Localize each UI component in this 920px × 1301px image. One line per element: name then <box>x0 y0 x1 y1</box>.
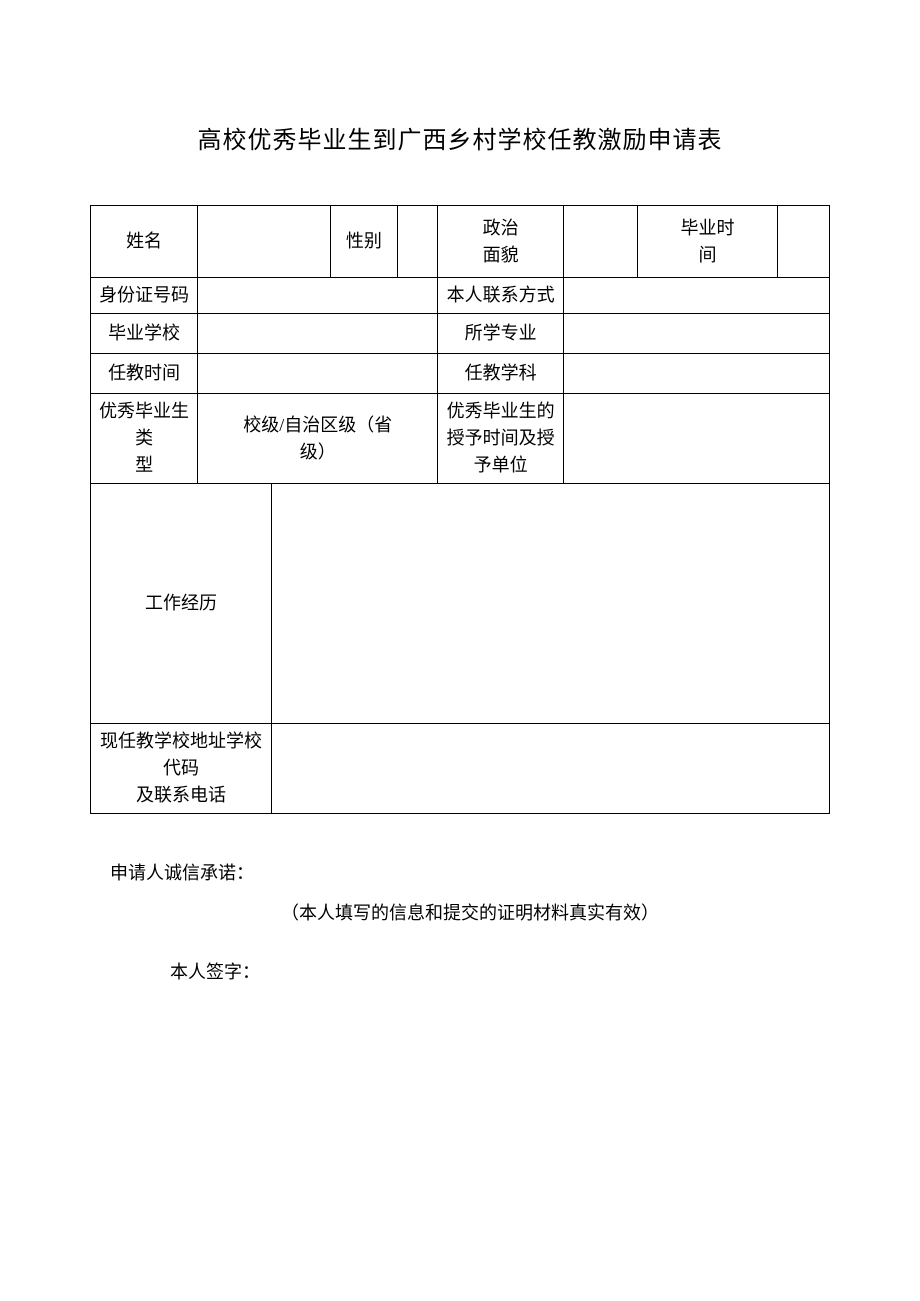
teach-subject-label: 任教学科 <box>438 354 564 394</box>
major-value[interactable] <box>563 314 829 354</box>
political-label: 政治 面貌 <box>438 206 564 278</box>
school-addr-value[interactable] <box>272 724 830 814</box>
signature-label: 本人签字： <box>110 953 830 993</box>
gender-label: 性别 <box>331 206 398 278</box>
contact-label: 本人联系方式 <box>438 278 564 314</box>
teach-time-label: 任教时间 <box>91 354 198 394</box>
political-value[interactable] <box>563 206 637 278</box>
id-value[interactable] <box>198 278 438 314</box>
pledge-body: （本人填写的信息和提交的证明材料真实有效） <box>110 894 830 934</box>
page-title: 高校优秀毕业生到广西乡村学校任教激励申请表 <box>90 120 830 155</box>
gender-value[interactable] <box>397 206 438 278</box>
school-addr-label: 现任教学校地址学校代码 及联系电话 <box>91 724 272 814</box>
grad-time-label: 毕业时 间 <box>637 206 777 278</box>
teach-time-value[interactable] <box>198 354 438 394</box>
work-history-value[interactable] <box>272 484 830 724</box>
grad-school-value[interactable] <box>198 314 438 354</box>
name-label: 姓名 <box>91 206 198 278</box>
award-label: 优秀毕业生的 授予时间及授 予单位 <box>438 394 564 484</box>
award-value[interactable] <box>563 394 829 484</box>
teach-subject-value[interactable] <box>563 354 829 394</box>
grad-time-value[interactable] <box>778 206 830 278</box>
major-label: 所学专业 <box>438 314 564 354</box>
id-label: 身份证号码 <box>91 278 198 314</box>
contact-value[interactable] <box>563 278 829 314</box>
footer-block: 申请人诚信承诺： （本人填写的信息和提交的证明材料真实有效） 本人签字： <box>90 854 830 993</box>
work-history-label: 工作经历 <box>91 484 272 724</box>
grad-type-label: 优秀毕业生类 型 <box>91 394 198 484</box>
grad-school-label: 毕业学校 <box>91 314 198 354</box>
name-value[interactable] <box>198 206 331 278</box>
grad-type-value[interactable]: 校级/自治区级（省 级） <box>198 394 438 484</box>
pledge-title: 申请人诚信承诺： <box>110 854 830 894</box>
application-form-table: 姓名 性别 政治 面貌 毕业时 间 身份证号码 本人联系方式 毕业学校 所学专业… <box>90 205 830 814</box>
